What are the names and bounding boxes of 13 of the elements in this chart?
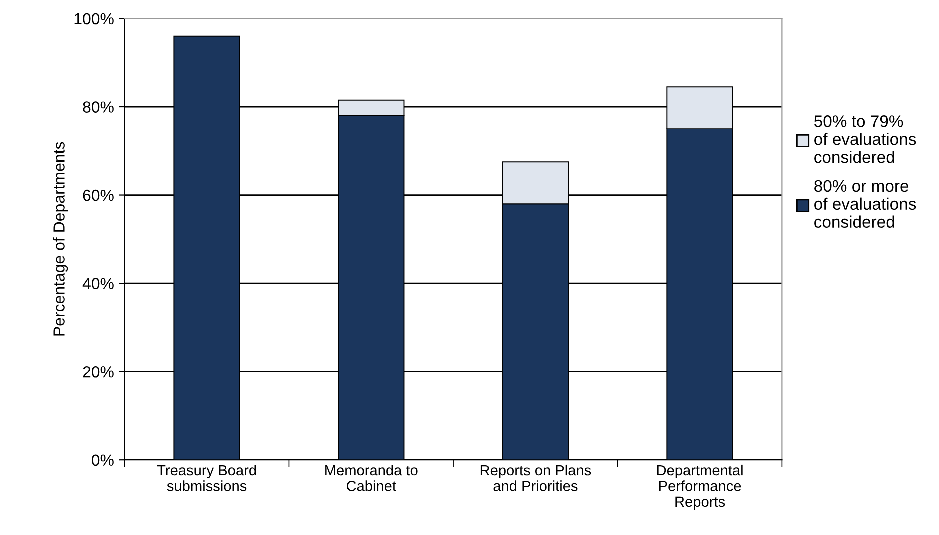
y-tick-label: 100% (74, 13, 114, 25)
x-tick-label: Memoranda to Cabinet (326, 464, 418, 492)
y-tick-label: 0% (92, 454, 114, 466)
y-axis-title: Percentage of Departments (53, 142, 68, 336)
x-tick-label: Departmental Performance Reports (657, 464, 743, 510)
legend-label: 50% to 79% of evaluations considered (814, 116, 916, 164)
legend-label: 80% or more of evaluations considered (814, 180, 916, 228)
x-tick-label: Treasury Board submissions (157, 464, 256, 492)
x-tick-label: Reports on Plans and Priorities (480, 464, 592, 492)
y-tick-label: 40% (82, 278, 114, 290)
y-tick-label: 80% (83, 102, 114, 113)
y-tick-label: 60% (83, 190, 114, 202)
y-tick-label: 20% (83, 366, 114, 378)
